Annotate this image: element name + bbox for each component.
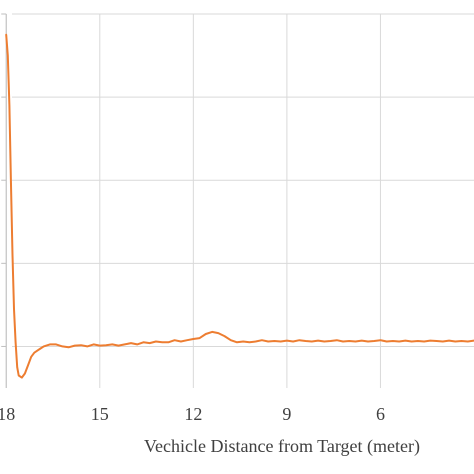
x-tick-label-4: 6 <box>376 404 385 424</box>
horizontal-gridlines <box>12 13 474 347</box>
x-tick-label-2: 12 <box>184 404 202 424</box>
vertical-gridlines <box>5 14 381 388</box>
y-axis-tick-marks <box>1 13 7 347</box>
x-tick-label-3: 9 <box>282 404 291 424</box>
x-tick-label-1: 15 <box>91 404 109 424</box>
x-tick-label-0: 18 <box>0 404 15 424</box>
series-line-0 <box>5 33 474 379</box>
x-axis-tick-labels: 18 15 12 9 6 <box>0 404 385 424</box>
x-axis-title: Vechicle Distance from Target (meter) <box>144 436 420 457</box>
series-layer <box>5 33 474 379</box>
